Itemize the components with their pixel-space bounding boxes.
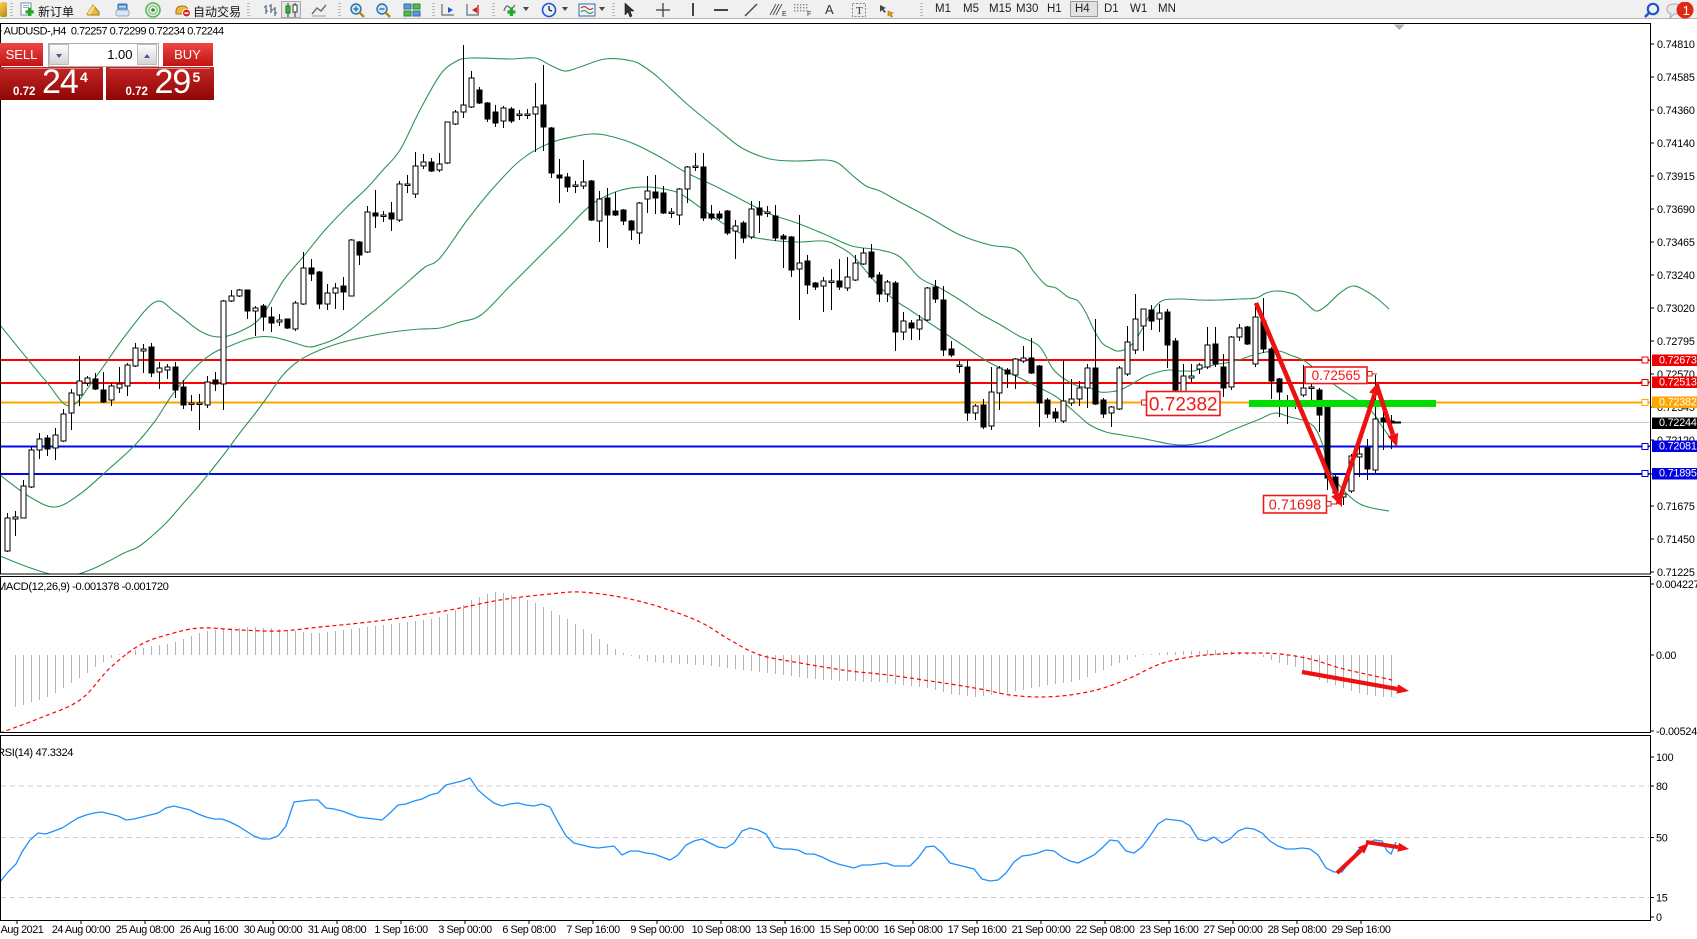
svg-text:0.73020: 0.73020 [1657, 303, 1695, 315]
svg-text:24 Aug 00:00: 24 Aug 00:00 [52, 924, 111, 936]
svg-text:0: 0 [1656, 912, 1662, 924]
svg-text:17 Sep 16:00: 17 Sep 16:00 [948, 924, 1007, 936]
svg-text:27 Sep 00:00: 27 Sep 00:00 [1204, 924, 1263, 936]
svg-text:15 Sep 00:00: 15 Sep 00:00 [820, 924, 879, 936]
svg-text:0.73690: 0.73690 [1657, 204, 1695, 216]
svg-text:0.71450: 0.71450 [1657, 534, 1695, 546]
svg-text:0.71225: 0.71225 [1657, 567, 1695, 579]
svg-text:10 Sep 08:00: 10 Sep 08:00 [692, 924, 751, 936]
svg-text:0.74140: 0.74140 [1657, 138, 1695, 150]
svg-text:3 Sep 00:00: 3 Sep 00:00 [438, 924, 492, 936]
svg-text:0.71698: 0.71698 [1269, 497, 1321, 513]
svg-text:16 Sep 08:00: 16 Sep 08:00 [884, 924, 943, 936]
svg-text:− AUDUSD-,H4 0.72257 0.72299 0: − AUDUSD-,H4 0.72257 0.72299 0.72234 0.7… [0, 26, 224, 38]
svg-text:0.73465: 0.73465 [1657, 237, 1695, 249]
svg-text:T: T [856, 5, 863, 17]
svg-text:26 Aug 16:00: 26 Aug 16:00 [180, 924, 239, 936]
svg-text:28 Sep 08:00: 28 Sep 08:00 [1268, 924, 1327, 936]
svg-text:29 Sep 16:00: 29 Sep 16:00 [1332, 924, 1391, 936]
svg-text:22 Sep 08:00: 22 Sep 08:00 [1076, 924, 1135, 936]
svg-text:15: 15 [1656, 893, 1668, 905]
svg-text:0.74585: 0.74585 [1657, 72, 1695, 84]
svg-text:0.72081: 0.72081 [1659, 441, 1697, 453]
svg-text:100: 100 [1656, 752, 1674, 764]
svg-text:0.00: 0.00 [1656, 650, 1676, 662]
svg-text:30 Aug 00:00: 30 Aug 00:00 [244, 924, 303, 936]
svg-text:25 Aug 08:00: 25 Aug 08:00 [116, 924, 175, 936]
svg-text:0.71675: 0.71675 [1657, 501, 1695, 513]
svg-text:MACD(12,26,9) -0.001378 -0.001: MACD(12,26,9) -0.001378 -0.001720 [0, 581, 169, 593]
svg-text:21 Sep 00:00: 21 Sep 00:00 [1012, 924, 1071, 936]
svg-text:50: 50 [1656, 833, 1668, 845]
svg-text:0.74810: 0.74810 [1657, 39, 1695, 51]
svg-text:0.71895: 0.71895 [1659, 468, 1697, 480]
svg-text:F: F [807, 11, 811, 18]
svg-text:23 Sep 16:00: 23 Sep 16:00 [1140, 924, 1199, 936]
svg-text:0.72513: 0.72513 [1659, 377, 1697, 389]
svg-text:-0.005247: -0.005247 [1656, 726, 1697, 738]
svg-text:0.72382: 0.72382 [1149, 394, 1218, 415]
svg-text:0.004227: 0.004227 [1656, 579, 1697, 591]
svg-text:0.74360: 0.74360 [1657, 105, 1695, 117]
svg-text:80: 80 [1656, 781, 1668, 793]
svg-text:0.72565: 0.72565 [1312, 368, 1361, 383]
svg-text:0.72382: 0.72382 [1659, 397, 1697, 409]
svg-text:7 Sep 16:00: 7 Sep 16:00 [566, 924, 620, 936]
svg-text:0.73915: 0.73915 [1657, 171, 1695, 183]
svg-text:E: E [782, 11, 787, 18]
svg-text:RSI(14) 47.3324: RSI(14) 47.3324 [0, 747, 73, 759]
svg-text:6 Sep 08:00: 6 Sep 08:00 [502, 924, 556, 936]
svg-text:9 Sep 00:00: 9 Sep 00:00 [630, 924, 684, 936]
svg-text:0.73240: 0.73240 [1657, 270, 1695, 282]
svg-text:1: 1 [1683, 3, 1690, 18]
svg-text:13 Sep 16:00: 13 Sep 16:00 [756, 924, 815, 936]
svg-text:Aug 2021: Aug 2021 [1, 924, 44, 936]
svg-text:0.72244: 0.72244 [1659, 417, 1697, 429]
svg-text:31 Aug 08:00: 31 Aug 08:00 [308, 924, 367, 936]
svg-text:0.72795: 0.72795 [1657, 336, 1695, 348]
svg-text:0.72673: 0.72673 [1659, 354, 1697, 366]
svg-text:1 Sep 16:00: 1 Sep 16:00 [374, 924, 428, 936]
